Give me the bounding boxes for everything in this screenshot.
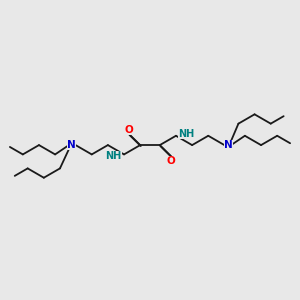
Text: O: O bbox=[167, 156, 176, 166]
Text: NH: NH bbox=[178, 129, 195, 139]
Text: O: O bbox=[124, 124, 133, 135]
Text: N: N bbox=[67, 140, 76, 150]
Text: NH: NH bbox=[105, 152, 122, 161]
Text: N: N bbox=[224, 140, 233, 150]
